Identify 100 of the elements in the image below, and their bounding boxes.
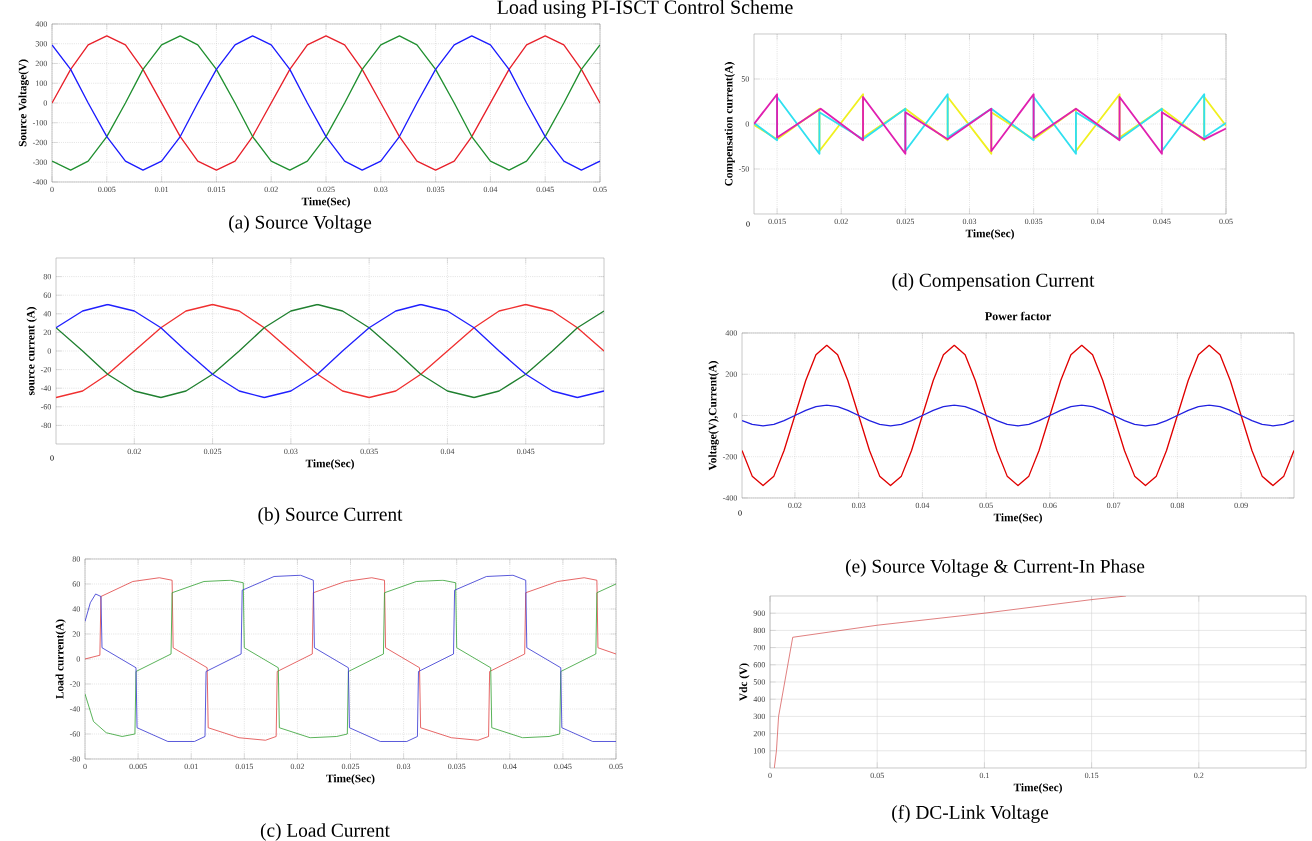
x-tick-label: 0.04 bbox=[503, 763, 517, 770]
y-tick-label: 200 bbox=[725, 371, 737, 377]
line-series bbox=[773, 595, 1127, 768]
y-tick-label: -100 bbox=[32, 120, 47, 126]
y-tick-label: 0 bbox=[745, 121, 749, 127]
x-tick-label: 0.005 bbox=[129, 763, 147, 770]
y-tick-label: 100 bbox=[754, 748, 765, 754]
y-tick-label: -60 bbox=[40, 404, 51, 410]
x-tick-label: 0.03 bbox=[396, 763, 411, 770]
x-tick-label: 0.025 bbox=[341, 763, 360, 770]
y-tick-label: 80 bbox=[72, 556, 80, 562]
x-tick-label: 0.02 bbox=[264, 186, 278, 193]
y-tick-label: 0 bbox=[43, 100, 47, 106]
y-tick-label: 300 bbox=[753, 713, 765, 720]
text: (f) DC-Link Voltage bbox=[892, 805, 1049, 823]
y-tick-label: 800 bbox=[753, 627, 765, 634]
x-tick-label: 0 bbox=[768, 772, 772, 779]
x-tick-label: 0.07 bbox=[1106, 502, 1121, 509]
y-tick-label: -50 bbox=[738, 166, 749, 172]
y-tick-label: 700 bbox=[753, 644, 765, 651]
x-tick-label: 0.06 bbox=[1043, 502, 1057, 509]
x-tick-label: 0.03 bbox=[284, 448, 298, 455]
x-axis-title: Time(Sec) bbox=[993, 513, 1042, 524]
y-tick-label: -40 bbox=[40, 385, 51, 391]
y-tick-label: -20 bbox=[40, 366, 51, 373]
x-tick-label: 0.035 bbox=[1024, 218, 1043, 225]
y-tick-label: 20 bbox=[72, 631, 80, 637]
x-tick-label: 0.09 bbox=[1234, 502, 1248, 509]
y-tick-label: 0 bbox=[47, 348, 51, 354]
x-tick-label: 0.02 bbox=[290, 763, 304, 770]
line-series bbox=[742, 344, 1295, 487]
x-tick-label: 0.04 bbox=[1091, 218, 1105, 225]
y-tick-label: -40 bbox=[69, 706, 80, 712]
text: (b) Source Current bbox=[258, 507, 403, 525]
x-tick-label: 0.015 bbox=[235, 763, 254, 770]
line-series bbox=[742, 404, 1295, 427]
x-tick-label: 0.025 bbox=[896, 218, 915, 225]
y-tick-label: -80 bbox=[40, 422, 51, 429]
text: Load using PI-ISCT Control Scheme bbox=[497, 0, 793, 19]
y-tick-label: 0 bbox=[733, 412, 737, 419]
y-tick-label: -300 bbox=[32, 159, 47, 165]
x-tick-label: 0.015 bbox=[207, 186, 226, 193]
x-axis-title: Time(Sec) bbox=[301, 197, 350, 208]
y-tick-label: -400 bbox=[722, 495, 737, 501]
y-tick-label: 40 bbox=[72, 606, 80, 612]
text: (c) Load Current bbox=[260, 823, 390, 841]
chart-title: Power factor bbox=[985, 311, 1051, 321]
x-tick-label: 0.05 bbox=[979, 502, 993, 509]
text: (e) Source Voltage & Current-In Phase bbox=[845, 559, 1145, 577]
text: (d) Compensation Current bbox=[892, 273, 1095, 291]
x-tick-label: 0.1 bbox=[979, 772, 989, 779]
y-axis-title: Compensation current(A) bbox=[724, 62, 735, 186]
y-tick-label: 60 bbox=[43, 292, 51, 298]
x-tick-label: 0.025 bbox=[317, 186, 335, 193]
x-tick-label: 0.045 bbox=[517, 448, 535, 455]
y-axis-title: Vdc (V) bbox=[739, 663, 750, 701]
x-axis-title: Time(Sec) bbox=[326, 774, 375, 785]
y-tick-label: 300 bbox=[35, 41, 47, 47]
y-tick-label: 400 bbox=[753, 696, 765, 702]
x-tick-label: 0.01 bbox=[184, 763, 198, 770]
y-tick-label: 50 bbox=[741, 76, 749, 82]
x-tick-label: 0.01 bbox=[154, 186, 169, 193]
y-tick-label: 100 bbox=[36, 80, 47, 86]
x-tick-label: 0.045 bbox=[1153, 218, 1171, 225]
y-tick-label: -200 bbox=[722, 454, 737, 460]
y-tick-label: 900 bbox=[753, 610, 765, 616]
y-axis-title: Voltage(V),Current(A) bbox=[708, 361, 719, 471]
y-tick-label: 80 bbox=[43, 273, 51, 280]
x-tick-label: 0.005 bbox=[98, 186, 116, 193]
x-axis-title: Time(Sec) bbox=[1013, 783, 1062, 794]
y-tick-label: -200 bbox=[32, 139, 47, 146]
y-axis-title: source current (A) bbox=[26, 307, 37, 396]
line-series bbox=[56, 303, 605, 399]
x-tick-label: 0.03 bbox=[962, 218, 977, 225]
x-tick-label: 0.05 bbox=[1219, 218, 1233, 225]
y-tick-label: 40 bbox=[43, 311, 51, 317]
x-tick-label: 0.05 bbox=[593, 186, 607, 193]
x-tick-label: 0.015 bbox=[768, 218, 786, 225]
x-tick-label: 0.035 bbox=[448, 763, 466, 770]
y-tick-label: -60 bbox=[69, 731, 80, 737]
x-tick-label: 0.05 bbox=[870, 772, 884, 779]
x-tick-label: 0.035 bbox=[426, 186, 445, 193]
y-tick-label: -20 bbox=[69, 681, 80, 687]
x-tick-label: 0.035 bbox=[360, 448, 378, 455]
text: (a) Source Voltage bbox=[229, 215, 372, 233]
y-axis-title: Source Voltage(V) bbox=[18, 59, 29, 147]
y-tick-label: 400 bbox=[35, 21, 47, 27]
x-tick-label: 0.15 bbox=[1084, 772, 1099, 779]
x-tick-label: 0.04 bbox=[440, 448, 455, 455]
x-tick-label: 0.025 bbox=[203, 448, 222, 455]
x-tick-label: 0.08 bbox=[1170, 502, 1185, 509]
x-tick-label: 0.05 bbox=[609, 763, 623, 770]
x-axis-title: Time(Sec) bbox=[305, 459, 354, 470]
y-tick-label: 600 bbox=[753, 662, 765, 668]
y-tick-label: 200 bbox=[753, 730, 765, 737]
x-axis-title: Time(Sec) bbox=[965, 229, 1014, 240]
x-tick-label: 0.04 bbox=[915, 502, 930, 509]
x-tick-label: 0 bbox=[83, 763, 87, 770]
y-tick-label: 200 bbox=[35, 60, 47, 67]
x-tick-label: 0.045 bbox=[536, 186, 554, 193]
